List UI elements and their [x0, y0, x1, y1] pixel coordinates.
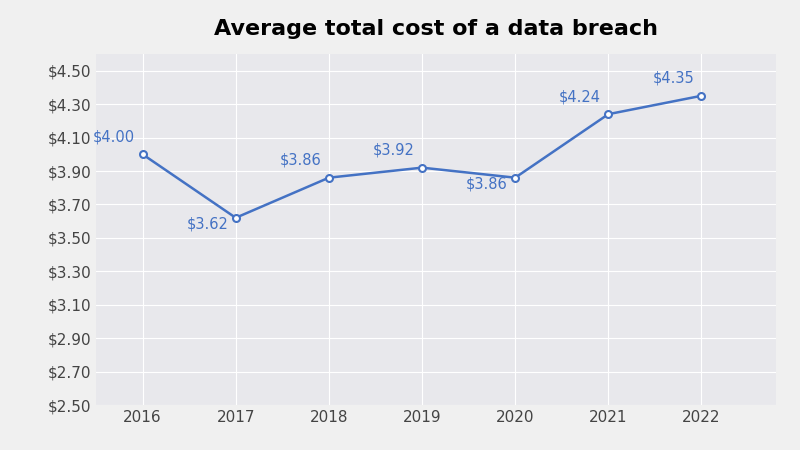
Text: $3.92: $3.92: [373, 143, 414, 158]
Text: $4.24: $4.24: [559, 89, 601, 104]
Text: $4.00: $4.00: [93, 129, 135, 144]
Text: $4.35: $4.35: [652, 71, 694, 86]
Text: $3.86: $3.86: [466, 176, 508, 191]
Text: $3.86: $3.86: [280, 153, 322, 168]
Text: $3.62: $3.62: [186, 216, 228, 231]
Title: Average total cost of a data breach: Average total cost of a data breach: [214, 18, 658, 39]
